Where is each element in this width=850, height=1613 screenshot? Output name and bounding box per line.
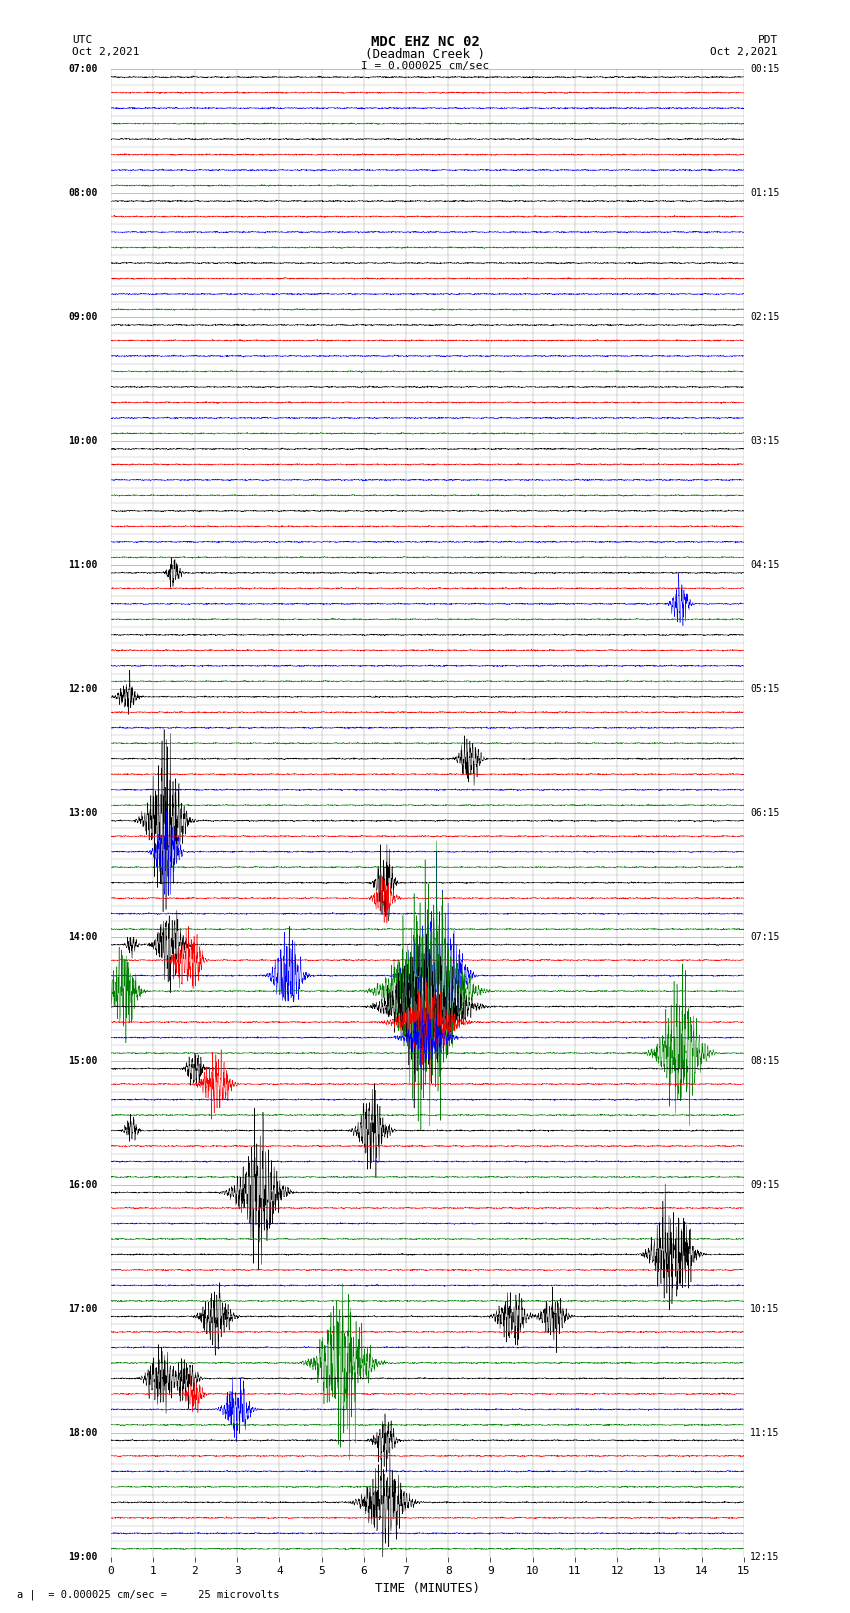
Text: Oct 2,2021: Oct 2,2021 bbox=[72, 47, 139, 56]
Text: 10:00: 10:00 bbox=[69, 436, 98, 447]
Text: 02:15: 02:15 bbox=[750, 313, 779, 323]
X-axis label: TIME (MINUTES): TIME (MINUTES) bbox=[375, 1582, 479, 1595]
Text: 12:15: 12:15 bbox=[750, 1552, 779, 1561]
Text: 07:00: 07:00 bbox=[69, 65, 98, 74]
Text: 16:00: 16:00 bbox=[69, 1179, 98, 1190]
Text: 08:15: 08:15 bbox=[750, 1057, 779, 1066]
Text: 17:00: 17:00 bbox=[69, 1303, 98, 1313]
Text: 07:15: 07:15 bbox=[750, 932, 779, 942]
Text: (Deadman Creek ): (Deadman Creek ) bbox=[365, 48, 485, 61]
Text: 05:15: 05:15 bbox=[750, 684, 779, 694]
Text: MDC EHZ NC 02: MDC EHZ NC 02 bbox=[371, 35, 479, 50]
Text: 11:15: 11:15 bbox=[750, 1428, 779, 1437]
Text: 13:00: 13:00 bbox=[69, 808, 98, 818]
Text: 04:15: 04:15 bbox=[750, 560, 779, 569]
Text: 11:00: 11:00 bbox=[69, 560, 98, 569]
Text: 03:15: 03:15 bbox=[750, 436, 779, 447]
Text: 15:00: 15:00 bbox=[69, 1057, 98, 1066]
Text: 08:00: 08:00 bbox=[69, 189, 98, 198]
Text: 19:00: 19:00 bbox=[69, 1552, 98, 1561]
Text: 06:15: 06:15 bbox=[750, 808, 779, 818]
Text: 09:15: 09:15 bbox=[750, 1179, 779, 1190]
Text: I = 0.000025 cm/sec: I = 0.000025 cm/sec bbox=[361, 61, 489, 71]
Text: 12:00: 12:00 bbox=[69, 684, 98, 694]
Text: 01:15: 01:15 bbox=[750, 189, 779, 198]
Text: 09:00: 09:00 bbox=[69, 313, 98, 323]
Text: 10:15: 10:15 bbox=[750, 1303, 779, 1313]
Text: a |  = 0.000025 cm/sec =     25 microvolts: a | = 0.000025 cm/sec = 25 microvolts bbox=[17, 1589, 280, 1600]
Text: UTC: UTC bbox=[72, 35, 93, 45]
Text: Oct 2,2021: Oct 2,2021 bbox=[711, 47, 778, 56]
Text: 00:15: 00:15 bbox=[750, 65, 779, 74]
Text: 18:00: 18:00 bbox=[69, 1428, 98, 1437]
Text: PDT: PDT bbox=[757, 35, 778, 45]
Text: 14:00: 14:00 bbox=[69, 932, 98, 942]
